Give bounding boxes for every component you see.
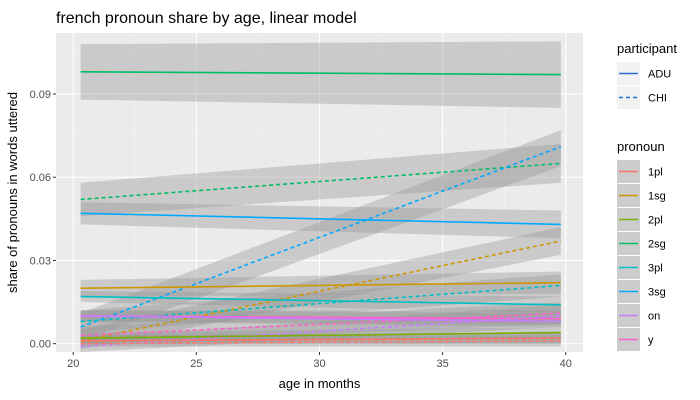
line-1sg-chi — [80, 240, 561, 342]
line-1pl-chi — [80, 340, 561, 345]
x-tick-label: 30 — [313, 358, 325, 370]
band-1sg-adu — [80, 271, 561, 297]
band-3sg-chi — [80, 130, 561, 341]
line-1pl-adu — [80, 337, 561, 342]
legend-label-2pl: 2pl — [648, 215, 663, 227]
legend-pronoun: pronoun 1pl 1sg 2pl 2sg 3pl 3sg on y — [617, 139, 666, 351]
line-3pl-chi — [80, 284, 561, 323]
band-2sg-adu — [80, 41, 561, 108]
legend-label-3pl: 3pl — [648, 263, 663, 275]
legend-label-chi: CHI — [648, 93, 667, 105]
line-3pl-adu — [80, 295, 561, 306]
line-2sg-adu — [80, 71, 561, 76]
x-tick-label: 35 — [437, 358, 449, 370]
legend-pronoun-title: pronoun — [617, 139, 665, 154]
x-axis-title: age in months — [279, 376, 361, 391]
line-3sg-adu — [80, 212, 561, 226]
legend-label-1pl: 1pl — [648, 167, 663, 179]
legend-participant: participant ADU CHI — [617, 41, 677, 109]
y-tick-label: 0.00 — [30, 339, 51, 351]
legend-label-adu: ADU — [648, 69, 671, 81]
y-tick-label: 0.03 — [30, 255, 51, 267]
x-axis: 20 25 30 35 40 — [67, 352, 572, 370]
line-3sg-chi — [80, 145, 562, 328]
x-tick-label: 20 — [67, 358, 79, 370]
legend-label-1sg: 1sg — [648, 191, 666, 203]
band-y-chi — [80, 302, 561, 344]
band-3sg-adu — [80, 202, 561, 239]
y-axis-title: share of pronouns in words uttered — [5, 92, 20, 293]
chart-title: french pronoun share by age, linear mode… — [56, 10, 357, 27]
legend-label-2sg: 2sg — [648, 239, 666, 251]
y-axis: 0.00 0.03 0.06 0.09 — [30, 89, 56, 351]
band-1sg-chi — [80, 227, 561, 350]
line-2sg-chi — [80, 162, 561, 201]
band-3pl-adu — [80, 290, 561, 314]
line-y-chi — [80, 312, 561, 337]
line-2pl-adu — [80, 331, 561, 339]
legend-label-on: on — [648, 311, 660, 323]
grid-lines — [56, 33, 583, 352]
series-lines — [80, 71, 562, 348]
legend-label-3sg: 3sg — [648, 287, 666, 299]
line-1sg-adu — [80, 281, 561, 289]
y-tick-label: 0.09 — [30, 89, 51, 101]
legend-participant-title: participant — [617, 41, 677, 56]
band-2sg-chi — [80, 143, 561, 217]
x-tick-label: 25 — [190, 358, 202, 370]
line-on-chi — [80, 315, 561, 348]
y-tick-label: 0.06 — [30, 172, 51, 184]
legend-label-y: y — [648, 335, 654, 347]
x-tick-label: 40 — [560, 358, 572, 370]
